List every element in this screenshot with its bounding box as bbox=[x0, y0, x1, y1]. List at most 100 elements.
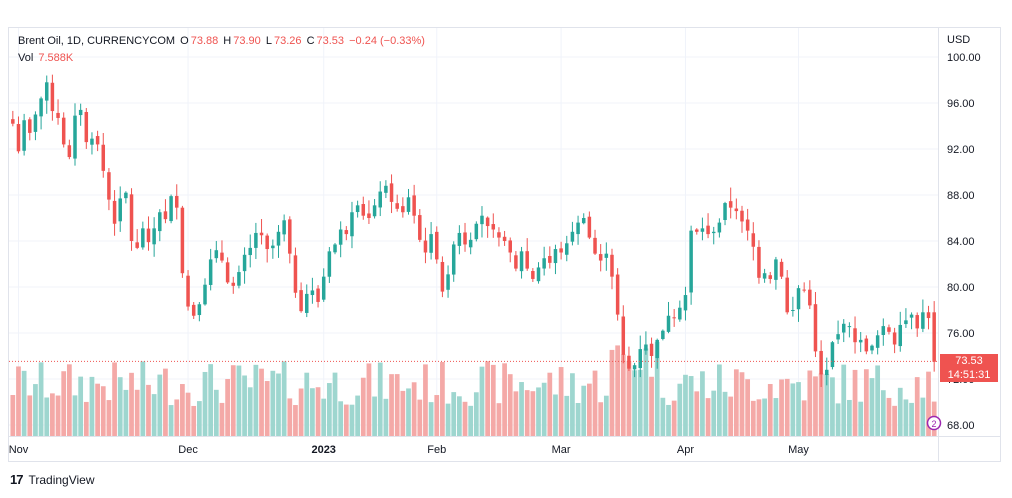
open-value: 73.88 bbox=[190, 35, 219, 47]
volume-bar bbox=[117, 377, 123, 436]
volume-bar bbox=[259, 368, 264, 436]
volume-bar bbox=[796, 382, 801, 436]
volume-bar bbox=[468, 405, 474, 436]
candle-body bbox=[921, 312, 925, 329]
candle-body bbox=[751, 233, 756, 247]
volume-bar bbox=[779, 379, 784, 436]
volume-bar bbox=[886, 397, 892, 436]
candle-body bbox=[180, 207, 185, 274]
volume-bar bbox=[700, 371, 705, 436]
brand-label[interactable]: TradingView bbox=[28, 472, 95, 487]
volume-bar bbox=[530, 391, 536, 436]
volume-bar bbox=[654, 341, 660, 436]
candle-body bbox=[711, 231, 716, 234]
price-tick-label: 76.00 bbox=[947, 328, 975, 340]
candle-body bbox=[576, 222, 580, 235]
volume-bar bbox=[502, 363, 507, 436]
candle-body bbox=[112, 200, 117, 224]
volume-bar bbox=[485, 361, 491, 436]
candle-body bbox=[898, 324, 903, 347]
volume-bar bbox=[598, 402, 604, 436]
candle-body bbox=[802, 289, 806, 291]
volume-bar bbox=[242, 375, 247, 436]
candle-body bbox=[146, 228, 151, 243]
time-axis-labels: Nov Dec 2023 Feb Mar Apr May bbox=[9, 444, 810, 456]
candle-body bbox=[367, 213, 371, 218]
candle-body bbox=[796, 288, 801, 310]
volume-bar bbox=[773, 398, 779, 436]
close-label: C bbox=[306, 35, 315, 47]
volume-bar bbox=[146, 384, 151, 436]
volume-bar bbox=[270, 370, 276, 436]
candle-body bbox=[666, 315, 671, 332]
tradingview-logo-icon[interactable]: 17 bbox=[10, 472, 24, 487]
timezone-icon[interactable]: 2 bbox=[926, 415, 942, 431]
candle-body bbox=[118, 198, 122, 222]
volume-bar bbox=[264, 381, 270, 436]
candle-body bbox=[310, 290, 315, 296]
candle-body bbox=[514, 255, 518, 269]
candle-body bbox=[129, 194, 134, 241]
volume-bar bbox=[609, 349, 615, 436]
candle-body bbox=[870, 345, 874, 351]
candle-body bbox=[361, 204, 366, 216]
symbol-label[interactable]: Brent Oil, 1D, CURRENCYCOM bbox=[18, 35, 176, 47]
volume-bar bbox=[767, 384, 773, 436]
volume-bar bbox=[276, 373, 281, 436]
volume-bar bbox=[739, 372, 745, 436]
price-tick-label: 100.00 bbox=[947, 52, 981, 64]
volume-bar bbox=[372, 396, 377, 436]
candle-body bbox=[231, 282, 236, 286]
candle-body bbox=[401, 206, 405, 213]
candle-body bbox=[191, 304, 196, 316]
candle-body bbox=[333, 244, 337, 253]
time-tick-label: 2023 bbox=[311, 444, 335, 456]
candle-body bbox=[723, 203, 727, 221]
candle-body bbox=[355, 205, 360, 213]
candle-body bbox=[565, 243, 569, 255]
candle-body bbox=[208, 259, 213, 285]
candle-body bbox=[220, 252, 224, 261]
change-value: −0.24 (−0.33%) bbox=[349, 35, 425, 47]
candle-body bbox=[299, 290, 303, 312]
candle-body bbox=[661, 330, 665, 340]
volume-bar bbox=[163, 368, 168, 436]
candle-body bbox=[892, 332, 897, 345]
volume-bar bbox=[298, 388, 304, 436]
volume-bar bbox=[841, 364, 847, 436]
candle-body bbox=[791, 310, 795, 311]
currency-label[interactable]: USD bbox=[947, 34, 971, 46]
candle-body bbox=[474, 223, 479, 240]
candle-body bbox=[559, 248, 563, 253]
ohlc-legend: Brent Oil, 1D, CURRENCYCOM O 73.88 H 73.90… bbox=[18, 35, 427, 47]
high-value: 73.90 bbox=[233, 35, 261, 47]
volume-bar bbox=[813, 376, 818, 436]
candle-body bbox=[932, 312, 936, 362]
volume-bar bbox=[603, 395, 609, 436]
volume-bar bbox=[632, 370, 637, 436]
price-tick-label: 92.00 bbox=[947, 144, 975, 156]
volume-bar bbox=[558, 367, 564, 436]
candle-body bbox=[141, 228, 145, 248]
candle-body bbox=[508, 240, 512, 253]
candle-body bbox=[344, 230, 349, 235]
vol-label[interactable]: Vol bbox=[18, 52, 34, 64]
volume-bar bbox=[21, 370, 27, 436]
candle-body bbox=[33, 114, 38, 132]
low-value: 73.26 bbox=[273, 35, 302, 47]
open-label: O bbox=[180, 35, 189, 47]
price-tick-label: 88.00 bbox=[947, 190, 975, 202]
candle-body bbox=[553, 249, 558, 264]
candle-body bbox=[649, 343, 654, 356]
candle-body bbox=[11, 119, 15, 124]
volume-bar bbox=[112, 362, 117, 436]
volume-bar bbox=[326, 383, 332, 436]
footer: 17 TradingView bbox=[10, 472, 95, 487]
vol-value: 7.588K bbox=[38, 52, 74, 64]
volume-bar bbox=[208, 364, 214, 436]
candle-body bbox=[734, 208, 739, 212]
candle-body bbox=[587, 216, 592, 238]
candle-body bbox=[163, 211, 168, 220]
candle-body bbox=[372, 205, 377, 217]
